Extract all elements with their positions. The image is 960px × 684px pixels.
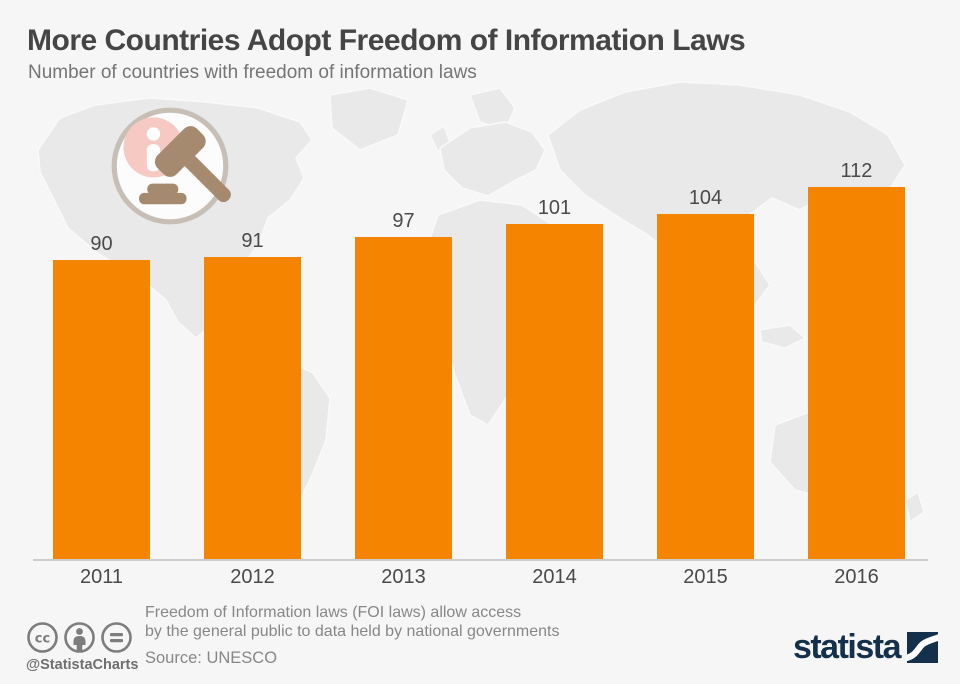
chart-title: More Countries Adopt Freedom of Informat… xyxy=(27,24,746,57)
bar-2016 xyxy=(808,187,905,560)
bar-value-label: 97 xyxy=(392,210,415,232)
bar-2011 xyxy=(53,260,150,560)
bar-value-label: 91 xyxy=(241,230,264,252)
info-gavel-icon xyxy=(108,104,232,228)
footnote-line-2: by the general public to data held by na… xyxy=(145,623,560,640)
creative-commons-icon: cc xyxy=(27,622,58,653)
statista-logo: statista xyxy=(793,630,938,664)
statista-charts-handle: @StatistaCharts xyxy=(26,657,139,673)
footnote-block: Freedom of Information laws (FOI laws) a… xyxy=(145,603,560,668)
bar-2014 xyxy=(506,224,603,560)
svg-text:cc: cc xyxy=(35,632,50,647)
no-derivatives-icon xyxy=(101,622,132,653)
bar-value-label: 90 xyxy=(90,233,113,255)
statista-wordmark: statista xyxy=(792,628,902,666)
chart-subtitle: Number of countries with freedom of info… xyxy=(28,62,477,83)
bar-2015 xyxy=(657,214,754,560)
bar-value-label: 104 xyxy=(688,187,723,209)
attribution-icon xyxy=(64,622,95,653)
x-axis-line xyxy=(33,559,928,561)
footnote-line-1: Freedom of Information laws (FOI laws) a… xyxy=(145,604,522,621)
source-text: Source: UNESCO xyxy=(145,649,278,667)
bar-2013 xyxy=(355,237,452,560)
bar-2012 xyxy=(204,257,301,560)
cc-license-icons: cc xyxy=(26,621,144,654)
statista-logo-mark xyxy=(907,631,938,663)
license-block: cc @StatistaCharts xyxy=(26,621,144,673)
bar-value-label: 101 xyxy=(537,197,572,219)
bar-value-label: 112 xyxy=(840,160,873,182)
